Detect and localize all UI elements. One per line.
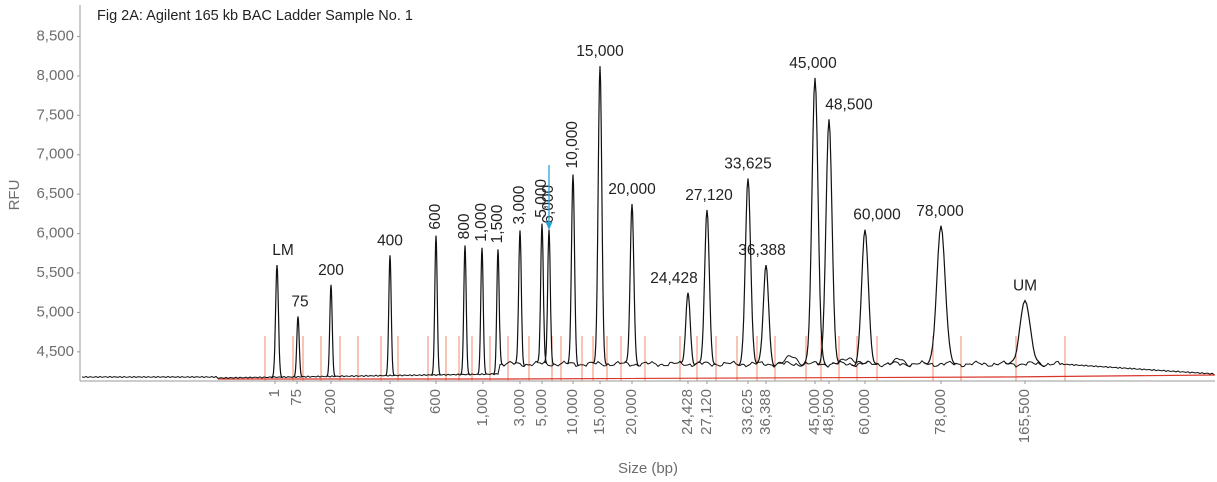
- x-tick-label: 33,625: [739, 389, 756, 435]
- peak-label: LM: [272, 242, 294, 259]
- peak: [460, 245, 470, 376]
- peak-label: 78,000: [916, 203, 964, 220]
- x-tick-label: 10,000: [564, 389, 581, 435]
- peak-label: 400: [377, 232, 403, 249]
- x-tick-label: 36,388: [757, 389, 774, 435]
- y-tick-label: 7,000: [36, 146, 74, 163]
- peak: [543, 229, 555, 365]
- peak-label: UM: [1013, 278, 1037, 295]
- x-tick-label: 75: [288, 389, 305, 406]
- peak: [679, 292, 698, 366]
- peak: [431, 235, 441, 376]
- baseline-fit: [218, 374, 1216, 380]
- peak: [293, 316, 303, 378]
- peak-label: 200: [318, 262, 344, 279]
- peak-label: 1,000: [473, 203, 490, 242]
- trace-bump: [887, 357, 913, 367]
- x-tick-label: 27,120: [698, 389, 715, 435]
- x-tick-label: 24,428: [679, 389, 696, 435]
- peak-label: 27,120: [685, 187, 733, 204]
- peak-label: 33,625: [724, 156, 771, 173]
- x-tick-label: 400: [381, 389, 398, 414]
- y-tick-label: 6,500: [36, 185, 74, 202]
- trace-baseline: [81, 359, 1215, 379]
- x-tick-label: 3,000: [511, 389, 528, 427]
- x-tick-label: 1: [266, 389, 283, 397]
- peak: [492, 249, 504, 375]
- peak-label: 48,500: [825, 96, 873, 113]
- trace-bump: [831, 357, 869, 365]
- peak-label: 800: [456, 213, 473, 239]
- peak: [923, 225, 957, 365]
- peak: [326, 284, 336, 377]
- peak-label: 75: [291, 293, 308, 310]
- peak: [477, 247, 487, 375]
- peak-label: 600: [427, 203, 444, 229]
- peak: [514, 230, 525, 367]
- peak-label: 5,000: [533, 179, 550, 218]
- peak: [816, 119, 842, 365]
- x-tick-label: 15,000: [591, 389, 608, 435]
- chart-title: Fig 2A: Agilent 165 kb BAC Ladder Sample…: [97, 8, 413, 24]
- annotation-arrowhead: [545, 222, 553, 230]
- y-tick-label: 7,500: [36, 106, 74, 123]
- x-tick-label: 48,500: [820, 389, 837, 435]
- x-tick-label: 45,000: [806, 389, 823, 435]
- peak-label: 1,500: [489, 204, 506, 243]
- x-tick-label: 78,000: [932, 389, 949, 435]
- peak-label: 45,000: [789, 55, 837, 72]
- peak-label: 24,428: [650, 270, 697, 287]
- x-tick-label: 60,000: [856, 389, 873, 435]
- peak-label: 36,388: [738, 242, 785, 259]
- y-tick-label: 8,000: [36, 67, 74, 84]
- y-tick-label: 5,000: [36, 303, 74, 320]
- peak: [1004, 299, 1046, 368]
- peak: [755, 265, 776, 367]
- x-tick-label: 600: [427, 389, 444, 414]
- peak: [802, 77, 828, 367]
- x-tick-label: 200: [322, 389, 339, 414]
- peak: [536, 223, 548, 364]
- peak: [592, 66, 608, 366]
- peak-label: 10,000: [564, 121, 581, 169]
- y-tick-label: 5,500: [36, 264, 74, 281]
- trace-bump: [776, 355, 808, 366]
- peak-label: 60,000: [853, 207, 901, 224]
- peak: [737, 178, 758, 366]
- peak: [697, 209, 717, 365]
- y-tick-label: 4,500: [36, 343, 74, 360]
- peak: [851, 229, 879, 367]
- x-tick-label: 20,000: [623, 389, 640, 435]
- peak-label: 15,000: [576, 43, 624, 60]
- y-tick-label: 8,500: [36, 27, 74, 44]
- x-axis-title: Size (bp): [618, 460, 678, 477]
- peak: [271, 265, 283, 378]
- x-tick-label: 1,000: [474, 389, 491, 427]
- peak: [624, 203, 640, 367]
- x-tick-label: 5,000: [533, 389, 550, 427]
- peak: [385, 255, 395, 377]
- y-axis-title: RFU: [6, 180, 23, 211]
- peak: [567, 174, 580, 367]
- y-tick-label: 6,000: [36, 225, 74, 242]
- x-tick-label: 165,500: [1016, 389, 1033, 443]
- peak-label: 20,000: [608, 181, 656, 198]
- peak-label: 3,000: [511, 185, 528, 224]
